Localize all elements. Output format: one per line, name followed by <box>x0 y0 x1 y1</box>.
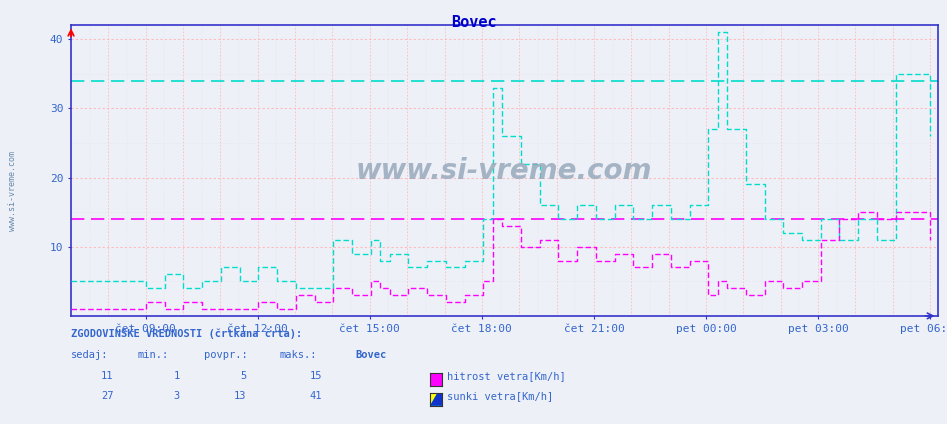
Text: sunki vetra[Km/h]: sunki vetra[Km/h] <box>447 391 553 402</box>
Text: ZGODOVINSKE VREDNOSTI (črtkana črta):: ZGODOVINSKE VREDNOSTI (črtkana črta): <box>71 329 302 339</box>
Text: 15: 15 <box>310 371 322 382</box>
Text: 5: 5 <box>240 371 246 382</box>
Polygon shape <box>430 393 438 406</box>
Text: 41: 41 <box>310 391 322 402</box>
Text: min.:: min.: <box>137 350 169 360</box>
Text: www.si-vreme.com: www.si-vreme.com <box>8 151 17 231</box>
Text: www.si-vreme.com: www.si-vreme.com <box>356 156 652 185</box>
Text: 13: 13 <box>234 391 246 402</box>
Text: Bovec: Bovec <box>355 350 386 360</box>
Text: Bovec: Bovec <box>451 15 496 30</box>
Text: sedaj:: sedaj: <box>71 350 109 360</box>
Polygon shape <box>430 393 442 406</box>
Text: 27: 27 <box>101 391 114 402</box>
Text: maks.:: maks.: <box>279 350 317 360</box>
Text: 3: 3 <box>173 391 180 402</box>
Text: 1: 1 <box>173 371 180 382</box>
Text: povpr.:: povpr.: <box>204 350 247 360</box>
Text: 11: 11 <box>101 371 114 382</box>
Text: hitrost vetra[Km/h]: hitrost vetra[Km/h] <box>447 371 565 382</box>
